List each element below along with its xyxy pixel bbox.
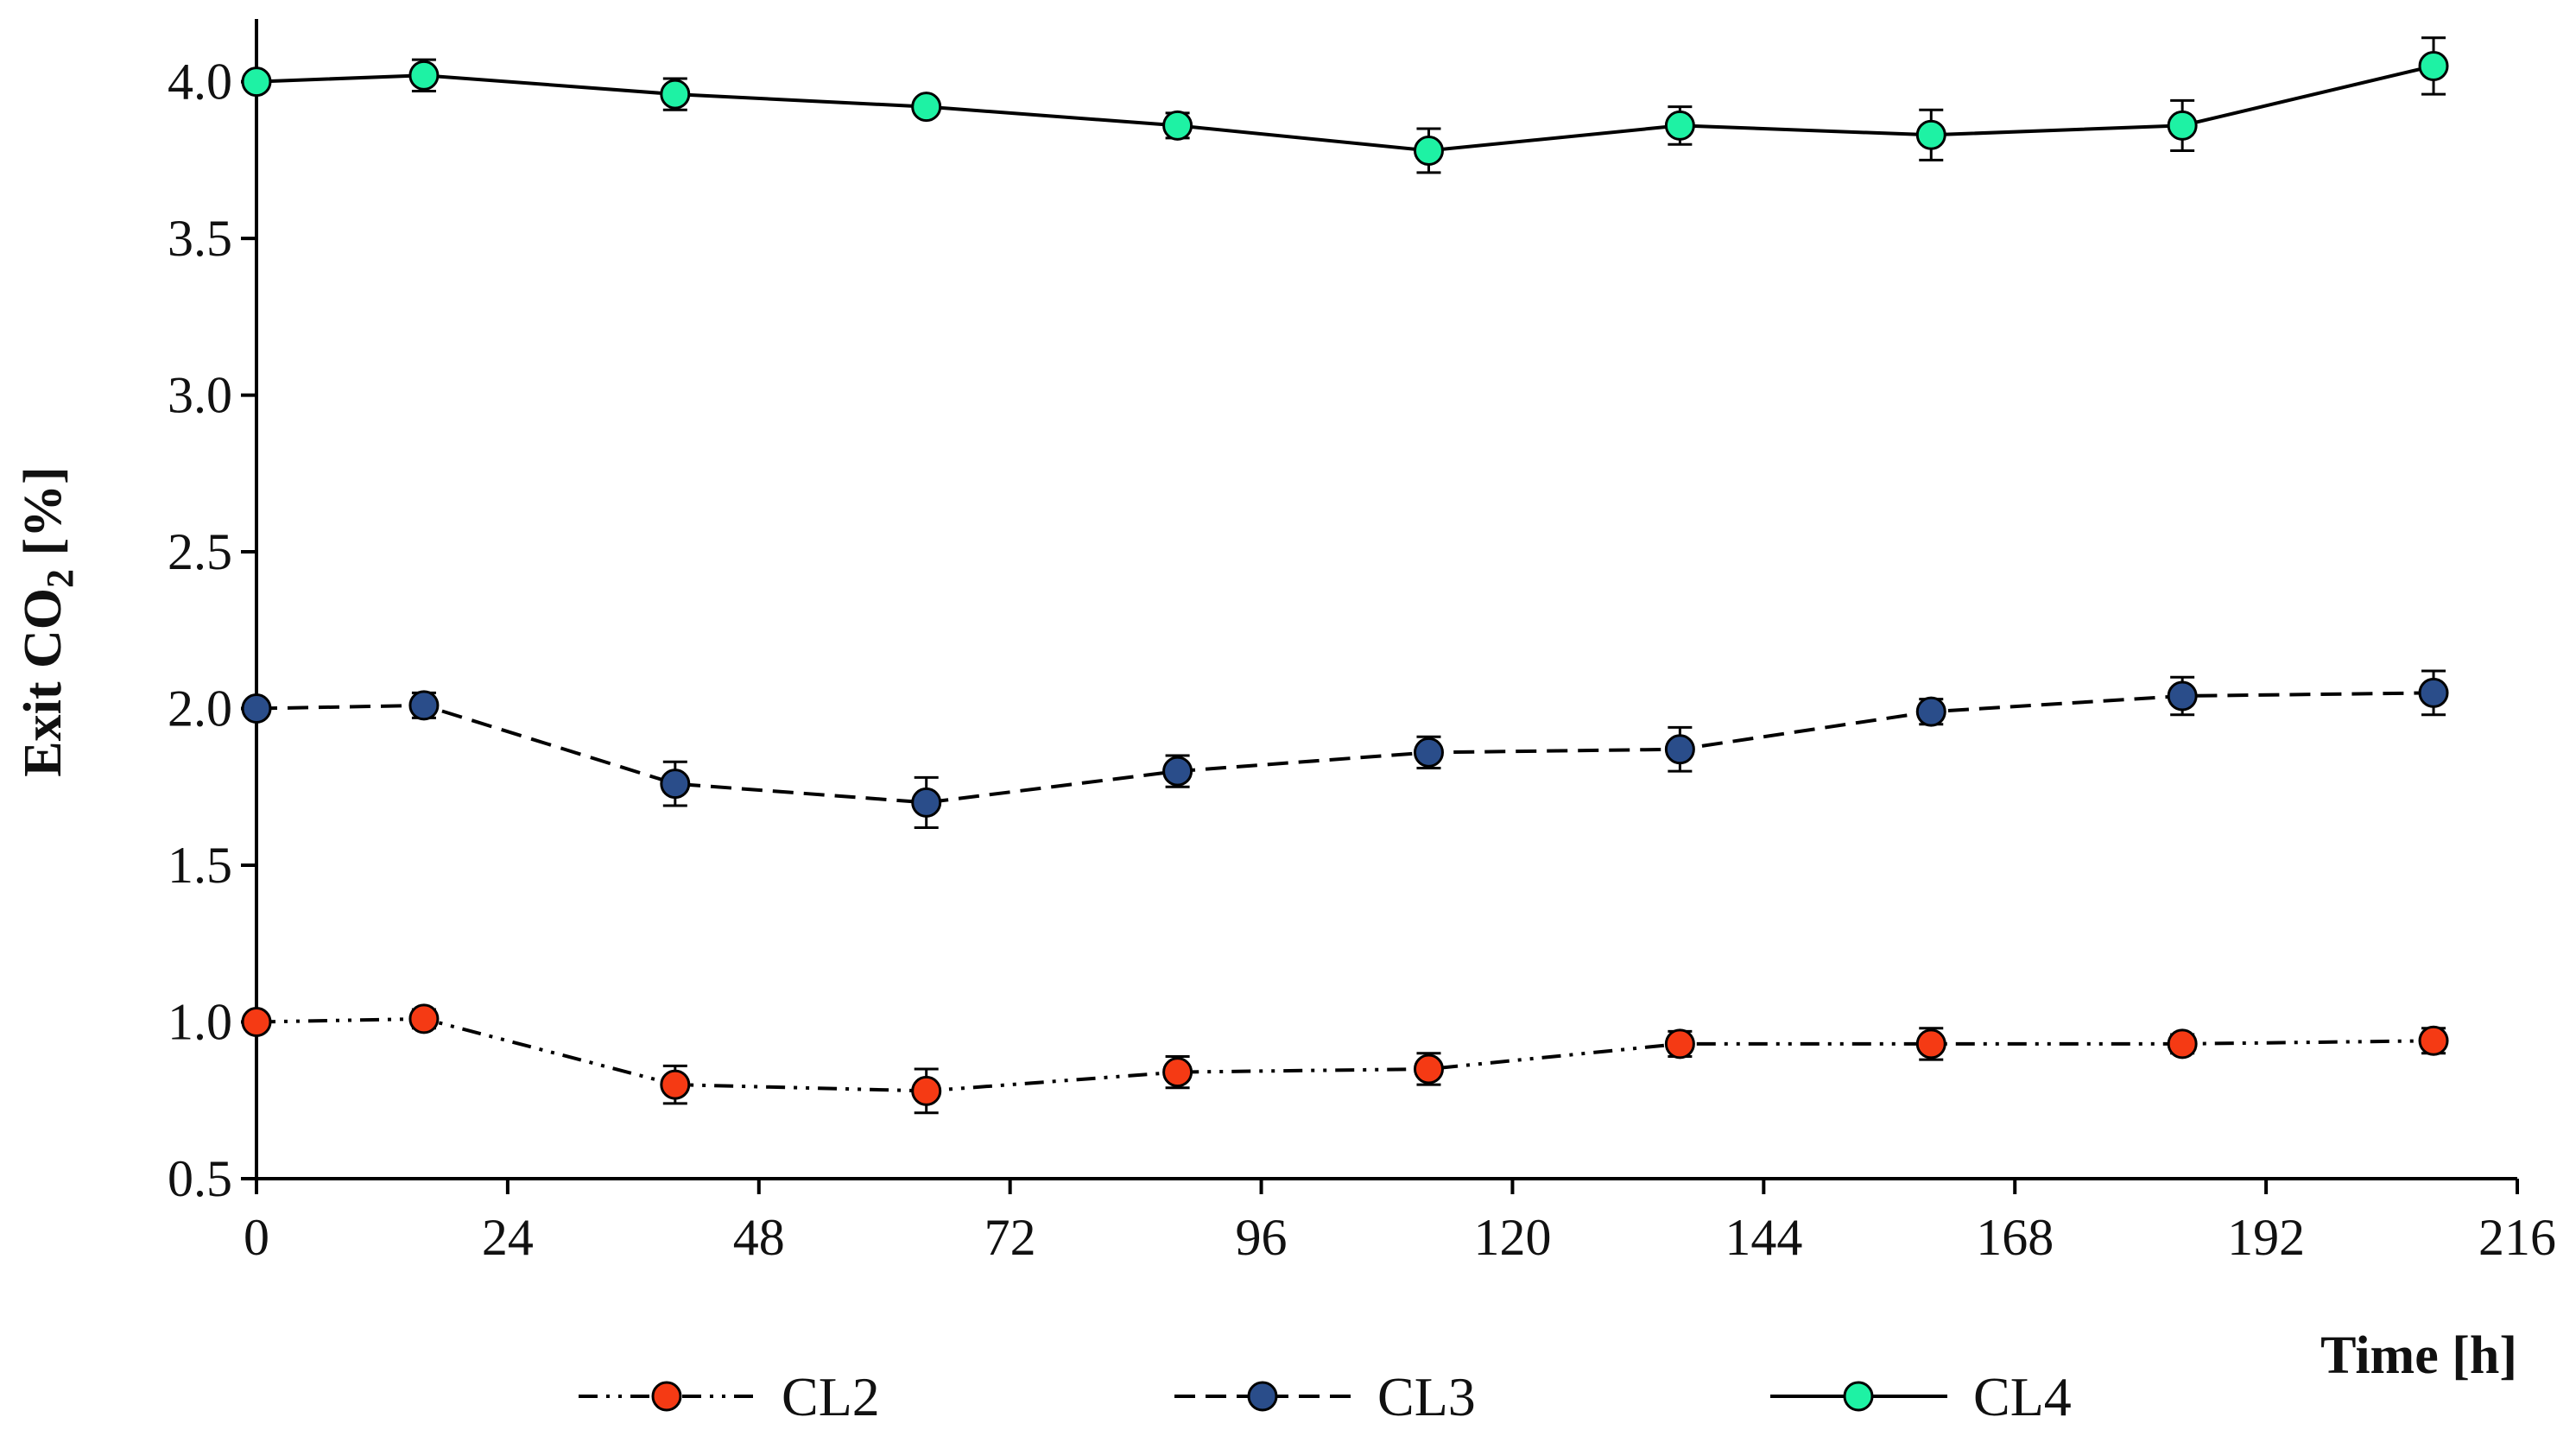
- data-point-cl2: [1915, 1028, 1946, 1060]
- data-point-cl4: [1162, 110, 1193, 141]
- legend-item-cl3: CL3: [1174, 1366, 1476, 1427]
- series-cl4: [241, 36, 2449, 174]
- data-point-cl4: [660, 79, 691, 110]
- legend-label: CL2: [782, 1366, 880, 1427]
- y-tick-label: 1.5: [168, 837, 232, 894]
- y-axis-title-unit: [%]: [14, 466, 73, 569]
- data-point-cl3: [660, 769, 691, 800]
- legend-item-cl4: CL4: [1770, 1366, 2072, 1427]
- data-point-cl4: [911, 92, 942, 123]
- series-cl2: [241, 1003, 2449, 1115]
- x-tick-label: 144: [1725, 1209, 1802, 1266]
- x-tick-label: 72: [984, 1209, 1036, 1266]
- ticks: 0.5 1.0 1.5 2.0 2.5 3.0 3.5 4.0 0 24 48 72 96 120 144 1…: [168, 54, 2556, 1266]
- data-point-cl2: [1162, 1057, 1193, 1088]
- data-point-cl3: [241, 693, 272, 724]
- legend-marker: [1247, 1381, 1278, 1412]
- x-tick-label: 0: [244, 1209, 269, 1266]
- series-layer: [241, 36, 2449, 1115]
- data-point-cl2: [911, 1075, 942, 1106]
- x-tick-label: 216: [2478, 1209, 2556, 1266]
- series-cl3: [241, 669, 2449, 829]
- data-point-cl4: [241, 66, 272, 98]
- x-tick-label: 168: [1976, 1209, 2054, 1266]
- y-tick-label: 2.5: [168, 523, 232, 580]
- data-point-cl3: [1413, 737, 1444, 768]
- x-tick-label: 24: [482, 1209, 534, 1266]
- y-axis-title-main: Exit CO: [14, 588, 73, 777]
- data-point-cl4: [1915, 119, 1946, 150]
- x-tick-label: 96: [1236, 1209, 1288, 1266]
- legend-label: CL3: [1377, 1366, 1476, 1427]
- y-axis-title-subscript: 2: [39, 569, 81, 588]
- data-point-cl2: [1413, 1053, 1444, 1085]
- axes: [255, 19, 2517, 1180]
- y-axis-title: Exit CO2 [%]: [14, 466, 81, 777]
- data-point-cl2: [2167, 1028, 2198, 1060]
- data-point-cl4: [408, 60, 440, 91]
- data-point-cl3: [2418, 677, 2449, 708]
- y-tick-label: 0.5: [168, 1150, 232, 1207]
- legend: CL2 CL3 CL4: [579, 1366, 2072, 1427]
- legend-item-cl2: CL2: [579, 1366, 880, 1427]
- y-tick-label: 3.5: [168, 210, 232, 267]
- series-line-cl3: [256, 691, 2434, 805]
- data-point-cl4: [1664, 110, 1695, 141]
- legend-marker: [651, 1381, 682, 1412]
- x-tick-label: 120: [1473, 1209, 1551, 1266]
- data-point-cl3: [408, 690, 440, 721]
- series-line-cl4: [256, 64, 2434, 153]
- data-point-cl3: [1915, 696, 1946, 727]
- y-tick-label: 1.0: [168, 994, 232, 1051]
- y-tick-label: 3.0: [168, 367, 232, 424]
- y-tick-label: 2.0: [168, 680, 232, 737]
- data-point-cl2: [1664, 1028, 1695, 1060]
- legend-marker: [1843, 1381, 1874, 1412]
- data-point-cl2: [241, 1007, 272, 1038]
- data-point-cl2: [2418, 1025, 2449, 1056]
- data-point-cl4: [2418, 50, 2449, 81]
- data-point-cl3: [2167, 680, 2198, 712]
- data-point-cl2: [660, 1069, 691, 1100]
- series-line-cl2: [256, 1016, 2434, 1093]
- x-axis-title: Time [h]: [2320, 1326, 2517, 1385]
- data-point-cl4: [1413, 135, 1444, 166]
- data-point-cl3: [1162, 756, 1193, 787]
- x-tick-label: 192: [2227, 1209, 2305, 1266]
- data-point-cl3: [1664, 734, 1695, 765]
- data-point-cl2: [408, 1003, 440, 1034]
- legend-label: CL4: [1973, 1366, 2072, 1427]
- data-point-cl3: [911, 787, 942, 818]
- data-point-cl4: [2167, 110, 2198, 141]
- y-tick-label: 4.0: [168, 54, 232, 111]
- x-tick-label: 48: [733, 1209, 785, 1266]
